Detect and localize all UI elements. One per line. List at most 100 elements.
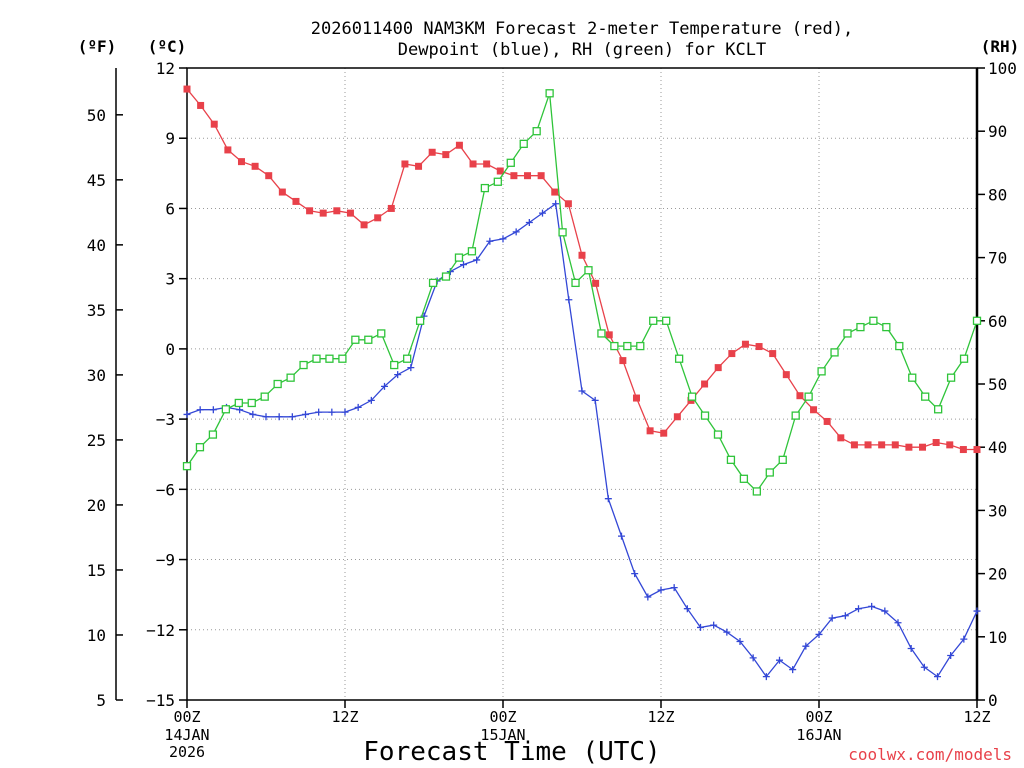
rh-point <box>182 462 192 471</box>
temperature-point <box>387 204 395 212</box>
dewpoint-point <box>486 237 494 245</box>
x-tick-label: 12Z <box>331 708 358 726</box>
dewpoint-point <box>275 413 283 421</box>
dewpoint-point <box>973 607 981 615</box>
rh-point <box>687 392 697 401</box>
rh-point <box>791 411 800 420</box>
x-tick-date: 16JAN <box>796 726 841 744</box>
temperature-point <box>673 413 681 421</box>
temperature-point <box>442 151 450 159</box>
rh-point <box>247 398 256 408</box>
fahrenheit-tick-label: 45 <box>87 171 106 190</box>
dewpoint-point <box>341 408 349 416</box>
temperature-point <box>919 443 927 451</box>
dewpoint-point <box>539 209 546 217</box>
dewpoint-point <box>394 371 402 379</box>
x-tick-label: 00Z <box>489 708 516 726</box>
temperature-point <box>701 380 709 388</box>
temperature-point <box>333 207 341 215</box>
dewpoint-point <box>565 296 573 304</box>
rh-point <box>286 373 295 382</box>
rh-point <box>377 329 386 338</box>
rh-point <box>441 272 451 281</box>
temperature-point <box>374 214 382 222</box>
celsius-unit-label: (ºC) <box>148 37 187 56</box>
dewpoint-point <box>762 673 770 681</box>
rh-point <box>506 158 515 167</box>
dewpoint-point <box>776 656 783 664</box>
temperature-point <box>769 350 777 358</box>
fahrenheit-unit-label: (ºF) <box>78 37 117 56</box>
fahrenheit-tick-label: 30 <box>87 366 106 385</box>
dewpoint-point <box>841 612 849 620</box>
temperature-point <box>755 343 763 351</box>
temperature-point <box>210 120 218 128</box>
rh-point <box>221 405 231 414</box>
dewpoint-point <box>934 673 941 681</box>
temperature-point <box>428 148 436 156</box>
dewpoint-point <box>604 495 612 503</box>
dewpoint-point <box>473 256 481 264</box>
celsius-tick-label: 12 <box>156 59 175 78</box>
rh-point <box>325 354 334 363</box>
temperature-point <box>564 200 572 208</box>
rh-point <box>843 329 852 338</box>
temperature-point <box>905 443 913 451</box>
rh-point <box>312 354 321 363</box>
temperature-point <box>810 406 818 414</box>
rh-point <box>739 474 749 483</box>
data-series <box>182 85 982 681</box>
rh-point <box>726 455 736 464</box>
dewpoint-point <box>736 637 744 645</box>
temperature-point <box>292 197 300 205</box>
dewpoint-point <box>644 593 652 601</box>
dewpoint-point <box>960 635 968 643</box>
dewpoint-point <box>657 586 665 594</box>
dewpoint-point <box>525 218 533 226</box>
dewpoint-point <box>697 623 704 631</box>
dewpoint-point <box>262 413 270 421</box>
fahrenheit-tick-label: 50 <box>87 106 106 125</box>
celsius-tick-label: 6 <box>165 199 175 218</box>
rh-point <box>493 177 502 186</box>
temperature-point <box>605 331 613 339</box>
rh-point <box>403 354 412 363</box>
x-axis-title: Forecast Time (UTC) <box>363 737 660 767</box>
fahrenheit-tick-label: 10 <box>87 626 106 645</box>
dewpoint-point <box>802 642 810 650</box>
dewpoint-point <box>249 410 257 418</box>
rh-point <box>921 392 930 401</box>
dewpoint-point <box>710 621 718 629</box>
temperature-point <box>469 160 477 168</box>
rh-point <box>299 360 308 370</box>
dewpoint-point <box>683 605 691 613</box>
dewpoint-point <box>591 396 599 404</box>
temperature-point <box>850 441 858 449</box>
dewpoint-point <box>618 532 625 540</box>
fahrenheit-tick-label: 20 <box>87 496 106 515</box>
rh-point <box>778 455 787 464</box>
temperature-point <box>714 364 722 372</box>
celsius-tick-label: 3 <box>165 270 175 289</box>
rh-point <box>351 335 360 344</box>
temperature-point <box>306 207 314 215</box>
rh-point <box>195 443 205 452</box>
rh-point <box>649 316 658 325</box>
dewpoint-point <box>499 235 507 243</box>
temperature-point <box>646 427 654 435</box>
rh-point <box>662 316 671 325</box>
rh-point <box>610 341 619 351</box>
rh-point <box>597 329 606 338</box>
dewpoint-point <box>460 261 467 269</box>
series-rh <box>182 89 982 496</box>
dewpoint-point <box>868 602 876 610</box>
grid-lines <box>187 68 977 700</box>
temperature-point <box>837 434 845 442</box>
temperature-point <box>932 439 940 447</box>
dewpoint-point <box>209 406 217 414</box>
x-tick-label: 12Z <box>963 708 990 726</box>
temperature-point <box>864 441 872 449</box>
temperature-point <box>782 371 790 379</box>
fahrenheit-tick-label: 15 <box>87 561 106 580</box>
